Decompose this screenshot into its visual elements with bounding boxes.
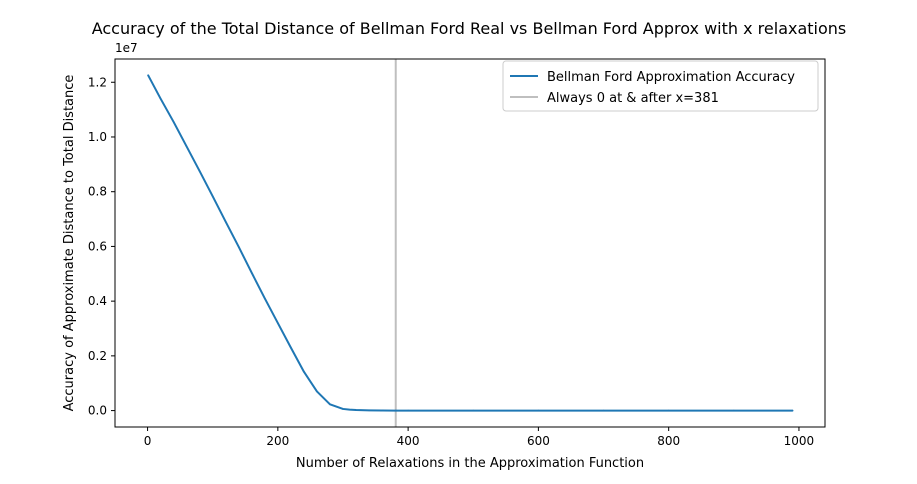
data-point (211, 195, 214, 198)
data-point (264, 297, 266, 300)
x-tick-label: 200 (266, 434, 289, 448)
x-tick-label: 1000 (784, 434, 815, 448)
y-tick-label: 0.4 (88, 294, 107, 308)
y-tick-label: 1.2 (88, 75, 107, 89)
x-axis-label: Number of Relaxations in the Approximati… (296, 456, 644, 471)
legend: Bellman Ford Approximation Accuracy Alwa… (502, 60, 819, 112)
data-point (237, 246, 240, 248)
y-tick-label: 0.2 (88, 349, 107, 363)
data-point (342, 408, 344, 410)
data-point (185, 145, 188, 148)
data-point (159, 97, 162, 100)
data-point (277, 322, 279, 324)
y-tick-label: 0.6 (88, 239, 107, 253)
data-point (733, 409, 735, 412)
data-point (172, 121, 175, 123)
legend-label-approximation: Bellman Ford Approximation Accuracy (547, 70, 795, 85)
data-point (407, 409, 409, 412)
chart-title: Accuracy of the Total Distance of Bellma… (92, 19, 847, 38)
data-point (791, 409, 794, 412)
x-tick-label: 800 (657, 434, 680, 448)
plot-area: 0 200 400 600 800 1000 0.0 0.2 0.4 0.6 0.8 1.0 1.2 (88, 58, 826, 448)
data-point (198, 170, 201, 172)
data-point (290, 346, 292, 349)
data-point (602, 409, 605, 412)
data-point (316, 390, 318, 393)
legend-box (502, 60, 819, 112)
data-point (355, 409, 357, 411)
series-line-0 (147, 74, 794, 412)
y-tick-label: 1.0 (88, 130, 107, 144)
y-tick-label: 0.8 (88, 185, 107, 199)
axes-frame (114, 58, 826, 428)
data-point (368, 409, 370, 412)
data-point (250, 272, 253, 274)
x-tick-label: 0 (144, 434, 152, 448)
data-point (329, 403, 331, 406)
data-point (394, 409, 397, 412)
data-point (348, 408, 351, 411)
x-tick-label: 400 (397, 434, 420, 448)
y-tick-label: 0.0 (88, 404, 107, 418)
x-tick-label: 600 (527, 434, 550, 448)
data-point (303, 370, 305, 373)
legend-label-threshold: Always 0 at & after x=381 (547, 91, 719, 106)
data-point (472, 409, 475, 412)
data-point (224, 220, 227, 223)
data-point (537, 409, 540, 412)
data-point (381, 409, 383, 412)
y-axis-label: Accuracy of Approximate Distance to Tota… (62, 75, 77, 412)
data-point (667, 409, 670, 412)
data-point (147, 74, 150, 77)
y-axis-offset-label: 1e7 (115, 41, 138, 55)
